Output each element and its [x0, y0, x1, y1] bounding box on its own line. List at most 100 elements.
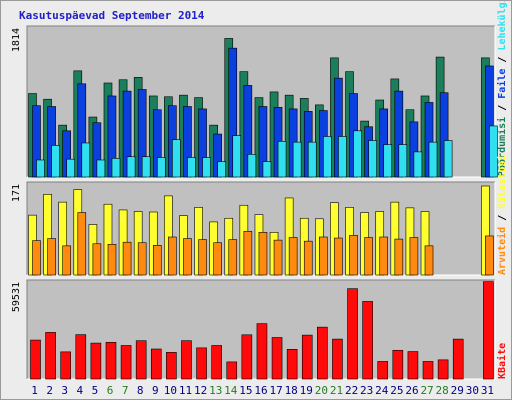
- hits-bar-day-3: [66, 158, 75, 178]
- kbytes-bar-day-24: [377, 361, 389, 380]
- day-label-29: 29: [451, 384, 464, 397]
- day-label-9: 9: [152, 384, 159, 397]
- hits-bar-day-22: [353, 130, 362, 178]
- hits-bar-day-31: [489, 125, 498, 178]
- day-label-17: 17: [269, 384, 282, 397]
- sites-bar-day-19: [303, 240, 313, 276]
- kbytes-bar-day-13: [211, 345, 222, 380]
- sites-bar-day-16: [258, 232, 268, 276]
- day-label-25: 25: [390, 384, 403, 397]
- hits-bar-day-2: [51, 145, 60, 178]
- sites-bar-day-4: [77, 212, 87, 276]
- legend-separator: /: [497, 99, 508, 117]
- day-label-3: 3: [61, 384, 68, 397]
- kbytes-bar-day-31: [483, 281, 494, 380]
- hits-bar-day-23: [368, 140, 377, 178]
- legend-label: Külastusi: [496, 155, 508, 209]
- sites-bar-day-21: [334, 237, 343, 276]
- kbytes-bar-day-18: [286, 349, 298, 380]
- legend-label: Pöördumisi: [496, 117, 508, 177]
- day-label-31: 31: [481, 384, 494, 397]
- sites-bar-day-31: [485, 235, 494, 276]
- sites-bar-day-13: [213, 242, 222, 276]
- day-label-27: 27: [420, 384, 433, 397]
- kbytes-bar-day-2: [45, 332, 56, 380]
- sites-bar-day-27: [424, 245, 434, 276]
- hits-bar-day-13: [217, 161, 226, 178]
- sites-bar-day-15: [243, 230, 253, 276]
- sites-bar-day-9: [152, 245, 162, 276]
- sites-bar-day-17: [273, 239, 283, 276]
- day-label-21: 21: [330, 384, 343, 397]
- kbytes-bar-day-8: [135, 340, 147, 380]
- hits-bar-day-17: [277, 141, 287, 178]
- day-label-16: 16: [254, 384, 267, 397]
- kbytes-bar-day-5: [90, 342, 102, 380]
- hits-bar-day-21: [338, 136, 347, 178]
- kbytes-bar-day-17: [271, 337, 283, 380]
- hits-bar-day-8: [141, 156, 151, 178]
- legend-label: Arvuteid: [496, 227, 508, 275]
- kbytes-bar-day-9: [150, 348, 162, 380]
- hits-bar-day-27: [428, 141, 438, 178]
- day-label-24: 24: [375, 384, 389, 397]
- hits-bar-day-11: [187, 157, 196, 178]
- plot-border-dark: [26, 181, 495, 275]
- kbytes-bar-day-22: [347, 288, 358, 380]
- sites-bar-day-12: [198, 239, 207, 276]
- panel-2-max-label: 171: [11, 184, 22, 202]
- sites-bar-day-6: [107, 243, 117, 276]
- sites-bar-day-2: [47, 238, 56, 276]
- sites-bar-day-26: [409, 237, 419, 276]
- page-title: Kasutuspäevad September 2014: [19, 9, 205, 22]
- hits-bar-day-18: [292, 141, 302, 178]
- sites-bar-day-25: [394, 238, 404, 276]
- day-label-18: 18: [285, 384, 298, 397]
- kbytes-bar-day-4: [75, 334, 87, 380]
- day-label-2: 2: [46, 384, 53, 397]
- legend-label: KBaite: [496, 343, 508, 379]
- day-label-13: 13: [209, 384, 222, 397]
- day-label-1: 1: [31, 384, 38, 397]
- day-label-15: 15: [239, 384, 252, 397]
- kbytes-bar-day-20: [317, 326, 328, 380]
- sites-bar-day-1: [32, 240, 41, 276]
- kbytes-bar-day-3: [60, 351, 71, 380]
- hits-bar-day-7: [126, 156, 136, 178]
- kbytes-bar-day-27: [422, 361, 434, 380]
- plot-border-dark: [26, 279, 495, 379]
- day-label-11: 11: [179, 384, 192, 397]
- day-label-19: 19: [300, 384, 313, 397]
- hits-bar-day-24: [383, 144, 393, 178]
- sites-bar-day-14: [228, 239, 238, 276]
- legend-label: Lehekülgi: [496, 1, 508, 51]
- hits-bar-day-4: [81, 142, 91, 178]
- kbytes-bar-day-10: [166, 352, 177, 380]
- hits-bar-day-14: [232, 135, 242, 178]
- hits-bar-day-26: [413, 151, 423, 178]
- kbytes-bar-day-19: [301, 334, 313, 380]
- kbytes-bar-day-7: [120, 345, 132, 380]
- hits-bar-day-1: [36, 159, 45, 178]
- sites-bar-day-24: [379, 236, 389, 276]
- legend-separator: /: [497, 51, 508, 69]
- kbytes-bar-day-16: [256, 323, 268, 380]
- sites-bar-day-22: [349, 235, 358, 276]
- legend-label: Faile: [496, 69, 508, 99]
- kbytes-bar-day-28: [437, 359, 449, 380]
- kbytes-bar-day-26: [407, 351, 419, 380]
- day-label-8: 8: [137, 384, 144, 397]
- day-label-10: 10: [164, 384, 177, 397]
- sites-bar-day-3: [62, 245, 71, 276]
- hits-bar-day-9: [156, 157, 166, 178]
- legend-separator: /: [497, 209, 508, 227]
- kbytes-bar-day-21: [332, 338, 343, 380]
- panel-1-max-label: 1814: [11, 28, 22, 52]
- sites-bar-day-7: [122, 241, 132, 276]
- sites-bar-day-11: [183, 238, 192, 276]
- sites-bar-day-20: [319, 236, 328, 276]
- kbytes-bar-day-15: [241, 334, 253, 380]
- day-label-28: 28: [436, 384, 449, 397]
- hits-bar-day-20: [323, 136, 332, 178]
